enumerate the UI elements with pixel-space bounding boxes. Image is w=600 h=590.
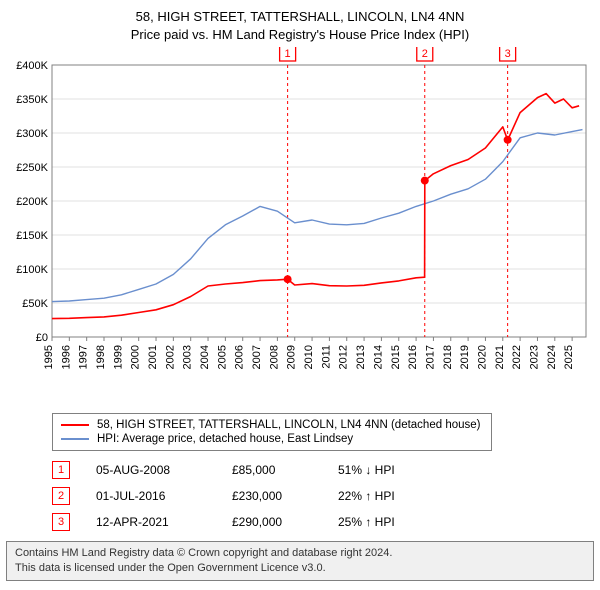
svg-text:2008: 2008: [268, 345, 280, 369]
transaction-price: £85,000: [232, 463, 312, 477]
svg-text:2016: 2016: [407, 345, 419, 369]
svg-text:2000: 2000: [130, 345, 142, 369]
table-row: 1 05-AUG-2008 £85,000 51% ↓ HPI: [52, 457, 594, 483]
svg-text:1996: 1996: [60, 345, 72, 369]
title-line-1: 58, HIGH STREET, TATTERSHALL, LINCOLN, L…: [6, 8, 594, 26]
svg-text:£400K: £400K: [16, 60, 48, 72]
svg-text:£300K: £300K: [16, 128, 48, 140]
svg-text:2020: 2020: [476, 345, 488, 369]
transaction-date: 12-APR-2021: [96, 515, 206, 529]
svg-text:£200K: £200K: [16, 196, 48, 208]
svg-text:2014: 2014: [372, 345, 384, 369]
svg-text:1995: 1995: [43, 345, 55, 369]
transaction-price: £230,000: [232, 489, 312, 503]
legend-item: HPI: Average price, detached house, East…: [61, 432, 483, 446]
svg-text:1998: 1998: [95, 345, 107, 369]
table-row: 2 01-JUL-2016 £230,000 22% ↑ HPI: [52, 483, 594, 509]
transaction-badge: 1: [52, 461, 70, 479]
svg-text:£0: £0: [36, 332, 48, 344]
svg-text:2010: 2010: [303, 345, 315, 369]
svg-text:2005: 2005: [216, 345, 228, 369]
svg-text:£250K: £250K: [16, 162, 48, 174]
svg-text:1997: 1997: [78, 345, 90, 369]
svg-text:2003: 2003: [182, 345, 194, 369]
transaction-date: 01-JUL-2016: [96, 489, 206, 503]
svg-text:2024: 2024: [546, 345, 558, 369]
svg-text:2019: 2019: [459, 345, 471, 369]
svg-text:£350K: £350K: [16, 94, 48, 106]
svg-text:2021: 2021: [494, 345, 506, 369]
transaction-delta: 51% ↓ HPI: [338, 463, 395, 477]
svg-text:1: 1: [285, 48, 291, 60]
transaction-delta: 25% ↑ HPI: [338, 515, 395, 529]
svg-text:2004: 2004: [199, 345, 211, 369]
svg-text:2002: 2002: [164, 345, 176, 369]
svg-text:3: 3: [505, 48, 511, 60]
svg-text:1999: 1999: [112, 345, 124, 369]
svg-text:2012: 2012: [338, 345, 350, 369]
svg-text:2007: 2007: [251, 345, 263, 369]
svg-text:2013: 2013: [355, 345, 367, 369]
legend-label: HPI: Average price, detached house, East…: [97, 433, 353, 445]
svg-text:2017: 2017: [424, 345, 436, 369]
price-chart: £0 £50K £100K £150K £200K £250K £300K £350K £400…: [6, 47, 594, 407]
svg-text:2025: 2025: [563, 345, 575, 369]
footer-line-1: Contains HM Land Registry data © Crown c…: [15, 546, 585, 561]
svg-text:£50K: £50K: [22, 298, 48, 310]
table-row: 3 12-APR-2021 £290,000 25% ↑ HPI: [52, 509, 594, 535]
svg-text:2023: 2023: [528, 345, 540, 369]
footer-line-2: This data is licensed under the Open Gov…: [15, 561, 585, 576]
footer-attribution: Contains HM Land Registry data © Crown c…: [6, 541, 594, 581]
svg-text:2009: 2009: [286, 345, 298, 369]
transaction-table: 1 05-AUG-2008 £85,000 51% ↓ HPI 2 01-JUL…: [52, 457, 594, 535]
legend: 58, HIGH STREET, TATTERSHALL, LINCOLN, L…: [52, 413, 492, 451]
legend-label: 58, HIGH STREET, TATTERSHALL, LINCOLN, L…: [97, 419, 480, 431]
transaction-date: 05-AUG-2008: [96, 463, 206, 477]
transaction-badge: 3: [52, 513, 70, 531]
title-line-2: Price paid vs. HM Land Registry's House …: [6, 26, 594, 44]
transaction-price: £290,000: [232, 515, 312, 529]
transaction-delta: 22% ↑ HPI: [338, 489, 395, 503]
svg-text:2: 2: [422, 48, 428, 60]
chart-svg: £0 £50K £100K £150K £200K £250K £300K £350K £400…: [6, 47, 594, 407]
svg-text:2006: 2006: [234, 345, 246, 369]
svg-text:2011: 2011: [320, 345, 332, 369]
svg-text:2022: 2022: [511, 345, 523, 369]
svg-text:£150K: £150K: [16, 230, 48, 242]
svg-text:2001: 2001: [147, 345, 159, 369]
legend-swatch: [61, 424, 89, 426]
legend-item: 58, HIGH STREET, TATTERSHALL, LINCOLN, L…: [61, 418, 483, 432]
svg-text:2018: 2018: [442, 345, 454, 369]
svg-text:£100K: £100K: [16, 264, 48, 276]
svg-text:2015: 2015: [390, 345, 402, 369]
legend-swatch: [61, 438, 89, 440]
transaction-badge: 2: [52, 487, 70, 505]
